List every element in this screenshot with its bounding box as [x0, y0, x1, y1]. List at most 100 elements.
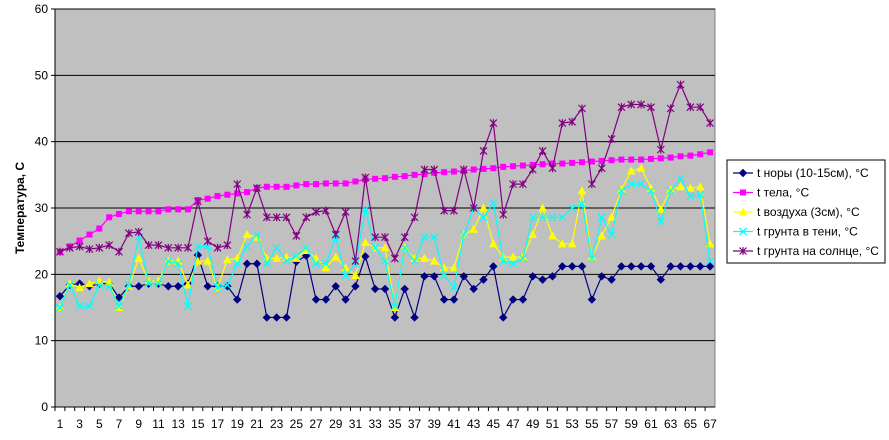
data-point: [666, 186, 675, 195]
data-point: [687, 152, 694, 159]
data-point: [430, 233, 439, 242]
data-point: [184, 243, 192, 252]
data-point: [500, 163, 507, 170]
x-tick-label: 27: [309, 417, 323, 431]
data-point: [380, 284, 390, 294]
data-point: [568, 117, 577, 126]
data-point: [193, 256, 203, 265]
x-tick-label: 61: [644, 417, 658, 431]
data-point: [262, 213, 271, 222]
data-point: [626, 166, 636, 175]
data-point: [243, 242, 252, 251]
data-point: [292, 251, 301, 260]
data-point: [371, 243, 380, 252]
data-point: [548, 164, 557, 173]
x-tick-label: 11: [152, 417, 165, 431]
data-point: [577, 186, 587, 195]
data-point: [667, 154, 674, 161]
x-tick-label: 67: [703, 417, 717, 431]
data-point: [430, 272, 439, 281]
data-point: [469, 204, 478, 212]
y-axis-label: Температура, С: [13, 162, 27, 254]
data-point: [55, 303, 64, 312]
data-point: [499, 313, 508, 322]
data-point: [707, 149, 714, 156]
x-tick-label: 59: [625, 417, 639, 431]
data-point: [293, 182, 300, 189]
data-point: [636, 262, 646, 271]
data-point: [489, 239, 498, 248]
data-point: [312, 207, 320, 216]
data-point: [282, 257, 291, 266]
data-point: [154, 279, 163, 288]
data-point: [666, 104, 675, 113]
data-point: [410, 213, 419, 222]
data-point: [56, 247, 64, 256]
data-point: [303, 181, 310, 188]
data-point: [341, 295, 350, 304]
grid-lines: [51, 8, 715, 408]
data-point: [518, 295, 528, 304]
data-point: [479, 203, 488, 212]
data-point: [351, 282, 360, 291]
data-point: [528, 213, 537, 222]
data-point: [193, 242, 202, 251]
data-point: [706, 257, 715, 266]
data-point: [224, 191, 231, 198]
data-point: [184, 206, 191, 213]
x-tick-label: 37: [408, 417, 422, 431]
data-point: [341, 207, 350, 216]
data-point: [164, 282, 173, 291]
data-point: [627, 262, 636, 271]
data-point: [656, 145, 665, 154]
data-point: [449, 263, 459, 272]
data-point: [400, 243, 409, 252]
data-point: [597, 272, 606, 281]
data-point: [577, 262, 587, 271]
x-tick-label: 63: [664, 417, 678, 431]
data-point: [312, 259, 321, 268]
legend-label: t тела, °С: [757, 186, 809, 200]
data-point: [499, 210, 508, 219]
data-point: [352, 178, 359, 185]
x-tick-label: 29: [329, 417, 343, 431]
data-point: [351, 257, 360, 266]
data-point: [696, 103, 705, 112]
data-point: [480, 165, 487, 172]
data-point: [539, 161, 546, 168]
data-point: [508, 252, 518, 261]
data-point: [567, 262, 577, 271]
x-tick-label: 21: [250, 417, 264, 431]
data-point: [253, 184, 261, 193]
y-tick-label: 60: [35, 2, 49, 16]
data-point: [697, 151, 704, 158]
data-point: [579, 159, 586, 166]
data-point: [105, 282, 114, 291]
data-point: [637, 100, 646, 109]
data-point: [213, 243, 222, 252]
data-point: [272, 313, 281, 322]
data-point: [65, 243, 74, 252]
data-point: [382, 175, 388, 182]
data-point: [587, 180, 596, 189]
data-point: [656, 204, 666, 213]
data-point: [499, 257, 508, 266]
data-point: [272, 243, 281, 252]
data-point: [372, 175, 379, 182]
data-point: [134, 282, 143, 291]
data-point: [243, 210, 252, 219]
data-point: [469, 284, 478, 294]
data-point: [144, 241, 153, 250]
data-point: [313, 181, 320, 188]
data-point: [676, 262, 685, 271]
data-point: [638, 156, 645, 163]
data-point: [617, 103, 626, 112]
series-4: [55, 174, 715, 312]
x-tick-label: 3: [76, 417, 83, 431]
data-point: [361, 205, 370, 214]
data-point: [420, 165, 429, 174]
data-point: [134, 253, 144, 262]
data-point: [301, 251, 311, 260]
data-point: [85, 245, 94, 254]
data-point: [490, 165, 497, 172]
